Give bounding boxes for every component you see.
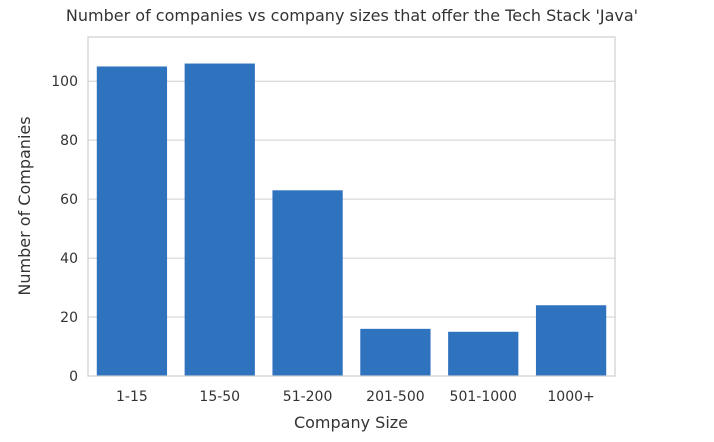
- x-tick-label: 1000+: [547, 389, 594, 405]
- y-tick-label: 40: [60, 251, 78, 267]
- y-axis-label: Number of Companies: [15, 116, 34, 295]
- bar-15-50: [184, 63, 255, 377]
- x-tick-label: 15-50: [199, 389, 240, 405]
- bar-1-15: [96, 66, 168, 376]
- chart-title: Number of companies vs company sizes tha…: [66, 6, 638, 25]
- y-tick-label: 80: [60, 133, 78, 149]
- x-tick-label: 51-200: [283, 389, 333, 405]
- y-tick-label: 60: [60, 192, 78, 208]
- gridlines: [88, 80, 615, 318]
- y-tick-labels: 0 20 40 60 80 100: [51, 74, 78, 385]
- bar-201-500: [360, 328, 431, 376]
- bar-51-200: [272, 190, 343, 376]
- x-tick-label: 201-500: [366, 389, 425, 405]
- x-tick-label: 1-15: [116, 389, 148, 405]
- plot-frame: [87, 36, 616, 377]
- y-tick-label: 0: [69, 369, 78, 385]
- y-tick-label: 100: [51, 74, 78, 90]
- bar-501-1000: [448, 331, 519, 376]
- bars: [96, 63, 607, 377]
- x-tick-labels: 1-15 15-50 51-200 201-500 501-1000 1000+: [116, 389, 595, 405]
- x-tick-label: 501-1000: [450, 389, 517, 405]
- bar-1000+: [535, 305, 607, 376]
- y-tick-label: 20: [60, 310, 78, 326]
- x-axis-label: Company Size: [294, 413, 408, 432]
